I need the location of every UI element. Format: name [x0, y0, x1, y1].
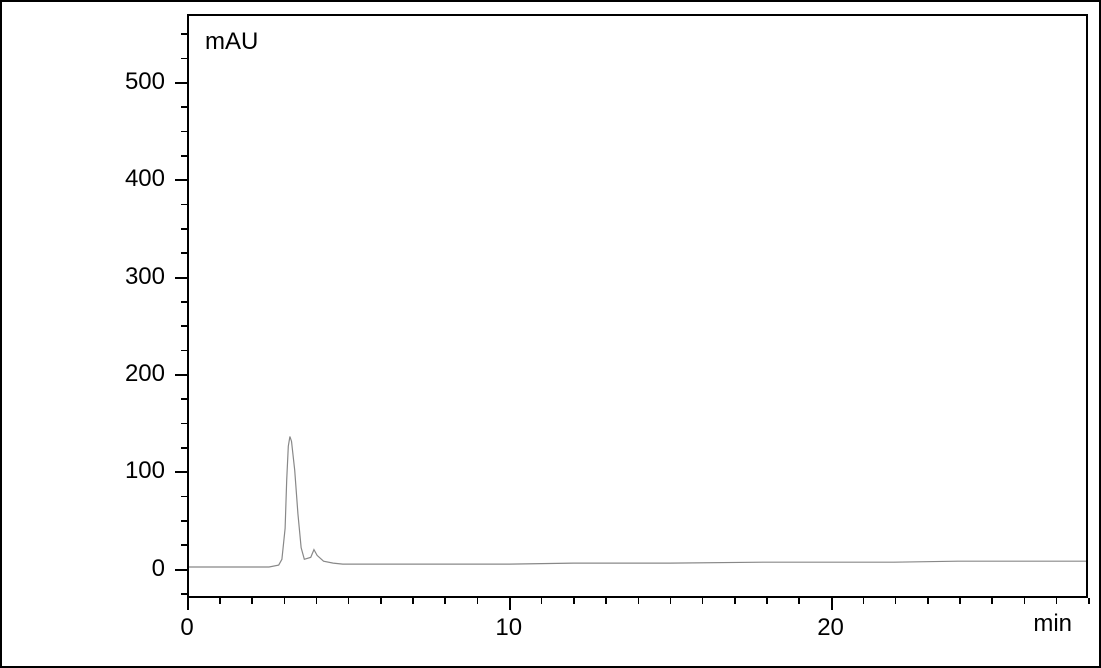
x-tick-minor: [316, 598, 318, 604]
x-tick-minor: [444, 598, 446, 604]
x-tick-major: [187, 598, 189, 610]
x-tick-minor: [927, 598, 929, 604]
y-tick-minor: [181, 447, 187, 449]
y-tick-minor: [181, 301, 187, 303]
y-tick-minor: [181, 520, 187, 522]
y-tick-minor: [181, 252, 187, 254]
y-tick-minor: [181, 398, 187, 400]
x-axis-unit-label: min: [1033, 610, 1072, 638]
x-tick-minor: [863, 598, 865, 604]
y-tick-major: [175, 471, 187, 473]
x-tick-minor: [638, 598, 640, 604]
x-tick-minor: [1056, 598, 1058, 604]
x-tick-minor: [702, 598, 704, 604]
x-tick-minor: [348, 598, 350, 604]
x-tick-minor: [991, 598, 993, 604]
y-tick-label: 500: [2, 68, 165, 96]
x-tick-label: 10: [495, 614, 522, 642]
y-tick-label: 400: [2, 165, 165, 193]
chromatogram-trace: [189, 16, 1086, 596]
x-tick-minor: [380, 598, 382, 604]
x-tick-minor: [798, 598, 800, 604]
x-tick-minor: [959, 598, 961, 604]
x-tick-minor: [605, 598, 607, 604]
x-tick-minor: [895, 598, 897, 604]
y-tick-minor: [181, 544, 187, 546]
plot-area: [187, 14, 1088, 598]
x-tick-minor: [477, 598, 479, 604]
trace-line: [189, 437, 1086, 568]
y-tick-major: [175, 179, 187, 181]
y-axis-unit-label: mAU: [205, 28, 258, 56]
y-tick-minor: [181, 350, 187, 352]
x-tick-label: 0: [180, 614, 193, 642]
x-tick-minor: [412, 598, 414, 604]
chromatogram-chart: mAU min 0 100 200 300 400 500 0 10 20: [0, 0, 1101, 668]
y-tick-minor: [181, 204, 187, 206]
y-tick-major: [175, 374, 187, 376]
y-tick-minor: [181, 131, 187, 133]
y-tick-minor: [181, 228, 187, 230]
x-tick-minor: [541, 598, 543, 604]
y-tick-major: [175, 277, 187, 279]
x-tick-minor: [734, 598, 736, 604]
y-tick-minor: [181, 325, 187, 327]
x-tick-minor: [251, 598, 253, 604]
y-tick-minor: [181, 33, 187, 35]
y-tick-label: 300: [2, 263, 165, 291]
y-tick-major: [175, 82, 187, 84]
y-tick-minor: [181, 155, 187, 157]
x-tick-minor: [766, 598, 768, 604]
y-tick-major: [175, 569, 187, 571]
y-tick-minor: [181, 593, 187, 595]
y-tick-minor: [181, 106, 187, 108]
x-tick-minor: [670, 598, 672, 604]
y-tick-label: 200: [2, 360, 165, 388]
x-tick-minor: [1088, 598, 1090, 604]
y-tick-label: 0: [2, 555, 165, 583]
y-tick-minor: [181, 423, 187, 425]
y-tick-minor: [181, 58, 187, 60]
x-tick-label: 20: [817, 614, 844, 642]
y-tick-minor: [181, 496, 187, 498]
x-tick-major: [831, 598, 833, 610]
x-tick-minor: [284, 598, 286, 604]
y-tick-label: 100: [2, 457, 165, 485]
x-tick-minor: [573, 598, 575, 604]
x-tick-minor: [1024, 598, 1026, 604]
x-tick-major: [509, 598, 511, 610]
x-tick-minor: [219, 598, 221, 604]
